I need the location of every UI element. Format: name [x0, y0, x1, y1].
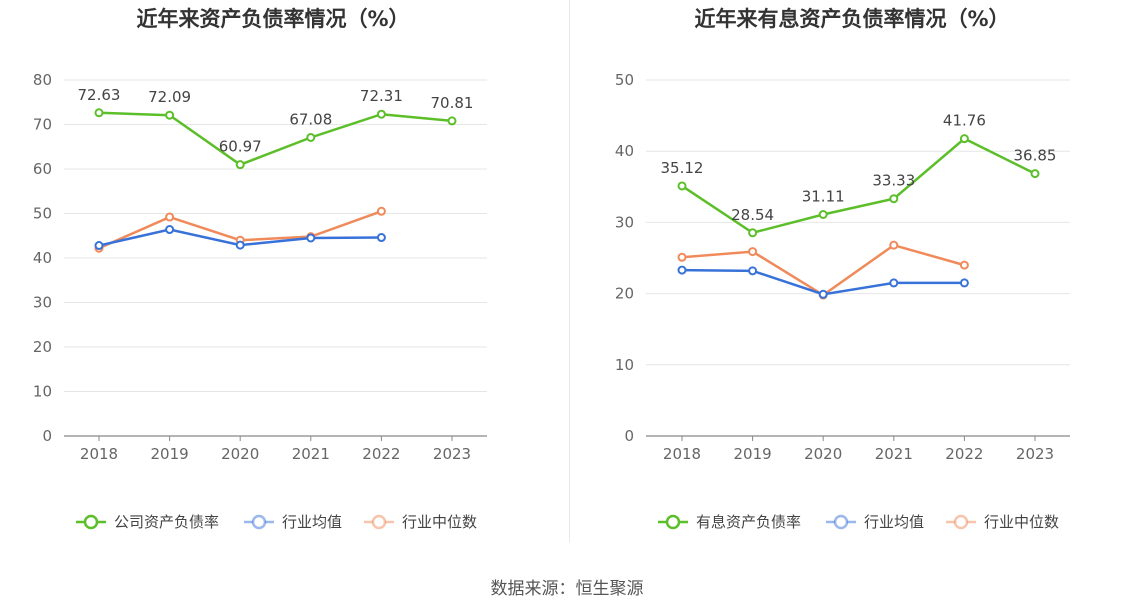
- data-label: 72.31: [360, 87, 403, 105]
- y-tick-label: 30: [33, 294, 52, 312]
- legend-label-company: 有息资产负债率: [696, 513, 801, 531]
- data-point-industry_median: [376, 206, 386, 216]
- data-point-industry_avg: [959, 278, 969, 288]
- legend-label-company: 公司资产负债率: [114, 513, 219, 531]
- data-point-industry_avg: [889, 278, 899, 288]
- data-point-company: [235, 160, 245, 170]
- x-tick-label: 2020: [804, 445, 842, 463]
- y-tick-label: 20: [615, 285, 634, 303]
- data-label: 72.63: [78, 86, 121, 104]
- y-tick-label: 40: [615, 142, 634, 160]
- chart-title: 近年来资产负债率情况（%）: [136, 7, 409, 31]
- y-tick-label: 80: [33, 71, 52, 89]
- data-point-company: [94, 108, 104, 118]
- series-line-company: [98, 111, 453, 167]
- data-point-industry_median: [748, 247, 758, 257]
- interest-bearing-liability-chart: 近年来有息资产负债率情况（%） 0 10 20 30 40 50 2018 2019 2020 20…: [615, 7, 1070, 531]
- y-tick-label: 10: [33, 383, 52, 401]
- legend-marker-industry_avg: [833, 514, 849, 530]
- legend-marker-company: [665, 514, 681, 530]
- data-point-industry_avg: [306, 233, 316, 243]
- x-tick-label: 2018: [663, 445, 701, 463]
- data-point-company: [165, 110, 175, 120]
- legend-marker-industry_avg: [251, 514, 267, 530]
- x-tick-label: 2018: [80, 445, 118, 463]
- data-point-industry_avg: [165, 225, 175, 235]
- data-point-industry_avg: [376, 233, 386, 243]
- data-point-industry_median: [165, 212, 175, 222]
- data-label: 28.54: [731, 206, 774, 224]
- x-tick-label: 2021: [292, 445, 330, 463]
- data-label: 31.11: [802, 187, 845, 205]
- data-label: 35.12: [661, 159, 704, 177]
- x-tick-label: 2021: [875, 445, 913, 463]
- x-tick-label: 2023: [1016, 445, 1054, 463]
- data-label: 72.09: [148, 88, 191, 106]
- data-point-company: [748, 228, 758, 238]
- data-source: 数据来源：恒生聚源: [490, 579, 644, 599]
- data-point-company: [959, 134, 969, 144]
- data-label: 60.97: [219, 138, 262, 156]
- legend-label-industry_avg: 行业均值: [864, 513, 924, 531]
- data-point-industry_median: [677, 252, 687, 262]
- y-tick-label: 20: [33, 338, 52, 356]
- x-tick-label: 2022: [945, 445, 983, 463]
- data-point-industry_median: [889, 240, 899, 250]
- data-point-company: [818, 209, 828, 219]
- data-label: 36.85: [1014, 147, 1057, 165]
- y-tick-label: 50: [33, 205, 52, 223]
- data-point-company: [677, 181, 687, 191]
- legend-label-industry_median: 行业中位数: [402, 513, 477, 531]
- x-tick-label: 2020: [221, 445, 259, 463]
- data-point-industry_median: [959, 260, 969, 270]
- data-point-industry_avg: [235, 240, 245, 250]
- data-point-company: [1030, 169, 1040, 179]
- data-point-industry_avg: [94, 241, 104, 251]
- y-tick-label: 10: [615, 356, 634, 374]
- asset-liability-chart: 近年来资产负债率情况（%） 0 10 20 30 40 50 60 70 80 2018 2019 20…: [33, 7, 487, 531]
- y-tick-label: 60: [33, 160, 52, 178]
- data-point-industry_avg: [748, 266, 758, 276]
- panel-divider: [569, 0, 570, 542]
- legend-label-industry_avg: 行业均值: [282, 513, 342, 531]
- y-tick-label: 0: [42, 427, 52, 445]
- legend-marker-company: [83, 514, 99, 530]
- y-tick-label: 50: [615, 71, 634, 89]
- x-tick-label: 2019: [734, 445, 772, 463]
- data-point-industry_avg: [818, 289, 828, 299]
- y-tick-label: 70: [33, 116, 52, 134]
- data-label: 70.81: [431, 94, 474, 112]
- data-point-company: [447, 116, 457, 126]
- data-point-company: [306, 132, 316, 142]
- x-tick-label: 2019: [151, 445, 189, 463]
- legend-label-industry_median: 行业中位数: [984, 513, 1059, 531]
- y-tick-label: 0: [624, 427, 634, 445]
- series-line-company: [681, 137, 1036, 235]
- chart-title: 近年来有息资产负债率情况（%）: [694, 7, 1009, 31]
- y-tick-label: 30: [615, 213, 634, 231]
- x-tick-label: 2022: [362, 445, 400, 463]
- data-label: 67.08: [289, 110, 332, 128]
- legend-marker-industry_median: [953, 514, 969, 530]
- data-point-company: [889, 194, 899, 204]
- data-label: 41.76: [943, 112, 986, 130]
- y-tick-label: 40: [33, 249, 52, 267]
- data-point-company: [376, 109, 386, 119]
- data-label: 33.33: [872, 172, 915, 190]
- x-tick-label: 2023: [433, 445, 471, 463]
- legend-marker-industry_median: [371, 514, 387, 530]
- data-point-industry_avg: [677, 265, 687, 275]
